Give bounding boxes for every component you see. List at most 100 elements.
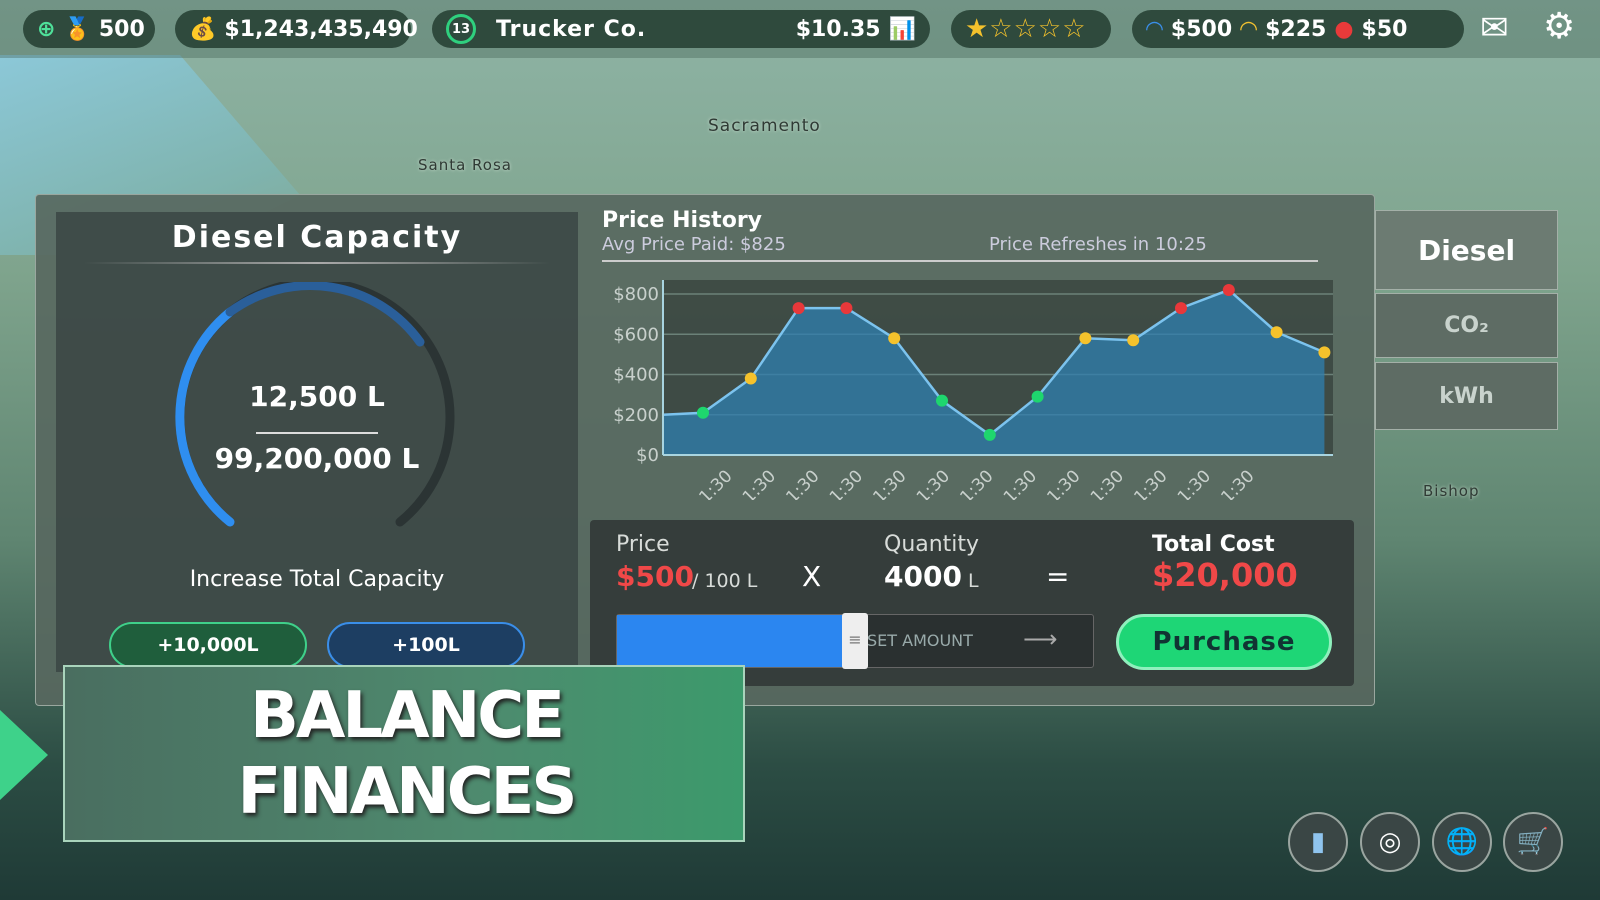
capacity-title: Diesel Capacity — [171, 220, 463, 255]
map-label-santa-rosa: Santa Rosa — [418, 156, 512, 174]
chevron-decoration — [0, 710, 48, 800]
quantity-unit: L — [968, 570, 979, 592]
x-tick-label: 1:30 — [1043, 466, 1084, 500]
x-tick-label: 1:30 — [913, 466, 954, 500]
gold-pill[interactable]: ⊕ 🏅 500 — [23, 10, 155, 48]
price-point — [792, 302, 805, 315]
x-tick-label: 1:30 — [826, 466, 867, 500]
alert-icon: ● — [1334, 16, 1354, 42]
building-icon: ▮ — [1310, 827, 1326, 857]
rating-stars: ★☆☆☆☆ — [951, 10, 1111, 48]
tires-icon: ◎ — [1378, 827, 1402, 857]
price-value: $500 — [616, 560, 694, 593]
price-point — [1127, 334, 1140, 347]
x-tick-label: 1:30 — [782, 466, 823, 500]
y-tick-label: $800 — [613, 284, 659, 305]
total-value: $20,000 — [1152, 556, 1298, 594]
price-point — [1270, 326, 1283, 339]
cash-pill: 💰 $1,243,435,490 — [175, 10, 418, 48]
price-point — [1079, 332, 1092, 345]
price-point — [840, 302, 853, 315]
divider — [84, 262, 550, 264]
price-point — [744, 372, 757, 385]
shop-button[interactable]: 🛒 — [1503, 812, 1563, 872]
price-point — [936, 394, 948, 407]
arrow-right-icon: ⟶ — [1023, 625, 1058, 653]
tab-diesel[interactable]: Diesel — [1375, 210, 1558, 290]
price-point — [983, 428, 996, 441]
promo-banner: BALANCE FINANCES — [63, 665, 745, 842]
share-price: $10.35 — [795, 16, 881, 42]
y-tick-label: $200 — [613, 405, 659, 426]
gear-icon[interactable]: ⚙ — [1543, 6, 1576, 47]
cash-amount: $1,243,435,490 — [224, 16, 418, 42]
purchase-section: Price $500 / 100 L X Quantity 4000 L = T… — [590, 520, 1354, 686]
x-tick-label: 1:30 — [695, 466, 736, 500]
capacity-panel: Diesel Capacity 12,500 L 99,200,000 L In… — [56, 212, 578, 672]
globe-icon: 🌐 — [1445, 827, 1479, 857]
x-tick-label: 1:30 — [956, 466, 997, 500]
map-label-sacramento: Sacramento — [708, 116, 821, 136]
company-name: Trucker Co. — [496, 16, 647, 42]
company-pill[interactable]: 13 Trucker Co. $10.35 📊 — [432, 10, 930, 48]
money-bag-icon: 💰 — [189, 16, 217, 42]
price-area — [663, 289, 1325, 455]
x-tick-label: 1:30 — [1217, 466, 1258, 500]
y-tick-label: $600 — [613, 324, 659, 345]
slider-handle[interactable]: ≡ — [842, 613, 868, 669]
capacity-gauge — [175, 282, 455, 527]
blue-fuel-price: $500 — [1170, 16, 1233, 42]
stock-chart-icon[interactable]: 📊 — [888, 16, 916, 42]
blue-gauge-icon: ◠ — [1146, 16, 1163, 42]
price-point — [888, 332, 901, 345]
banner-line-1: BALANCE — [250, 679, 565, 753]
avg-price: Avg Price Paid: $825 — [602, 234, 786, 255]
price-unit: / 100 L — [692, 570, 758, 592]
price-point — [1222, 283, 1235, 296]
slider-fill — [617, 615, 845, 667]
quantity-label: Quantity — [884, 532, 980, 557]
add-100l-button[interactable]: +100L — [327, 622, 525, 668]
price-chart: $800$600$400$200$01:30 1:30 1:30 1:30 1:30 1:… — [613, 280, 1333, 500]
price-point — [697, 406, 709, 419]
capacity-total: 99,200,000 L — [214, 442, 420, 475]
banner-line-2: FINANCES — [237, 755, 578, 829]
map-label-bishop: Bishop — [1423, 482, 1480, 500]
level-badge: 13 — [446, 14, 476, 44]
plus-icon[interactable]: ⊕ — [37, 16, 56, 42]
x-tick-label: 1:30 — [1174, 466, 1215, 500]
y-tick-label: $0 — [636, 445, 659, 466]
globe-button[interactable]: 🌐 — [1432, 812, 1492, 872]
divider — [602, 260, 1318, 262]
x-tick-label: 1:30 — [1000, 466, 1041, 500]
medal-icon: 🏅 — [63, 16, 91, 42]
star-icon: ★☆☆☆☆ — [965, 14, 1087, 44]
top-bar: ⊕ 🏅 500 💰 $1,243,435,490 13 Trucker Co. $10… — [0, 0, 1600, 58]
multiply-sign: X — [802, 560, 822, 593]
purchase-button[interactable]: Purchase — [1116, 614, 1332, 670]
tires-button[interactable]: ◎ — [1360, 812, 1420, 872]
tab-kwh[interactable]: kWh — [1375, 362, 1558, 430]
mail-icon[interactable]: ✉ — [1480, 8, 1509, 48]
warehouse-button[interactable]: ▮ — [1288, 812, 1348, 872]
x-tick-label: 1:30 — [1087, 466, 1128, 500]
price-label: Price — [616, 532, 670, 557]
total-label: Total Cost — [1152, 532, 1275, 557]
gold-amount: 500 — [98, 16, 145, 42]
refresh-timer: Price Refreshes in 10:25 — [989, 234, 1207, 255]
yellow-gauge-icon: ◠ — [1240, 16, 1258, 42]
y-tick-label: $400 — [613, 365, 659, 386]
set-amount-placeholder: SET AMOUNT — [867, 631, 973, 650]
add-10000l-button[interactable]: +10,000L — [109, 622, 307, 668]
capacity-current: 12,500 L — [249, 380, 385, 413]
equals-sign: = — [1046, 560, 1070, 593]
price-point — [1318, 346, 1331, 359]
amount-slider[interactable]: ≡ SET AMOUNT ⟶ — [616, 613, 1094, 669]
yellow-fuel-price: $225 — [1265, 16, 1327, 42]
cart-icon: 🛒 — [1516, 827, 1550, 857]
alert-cost: $50 — [1361, 16, 1408, 42]
fraction-line — [256, 432, 378, 434]
tab-co2[interactable]: CO₂ — [1375, 293, 1558, 358]
price-point — [1031, 390, 1044, 403]
price-point — [1175, 302, 1187, 315]
